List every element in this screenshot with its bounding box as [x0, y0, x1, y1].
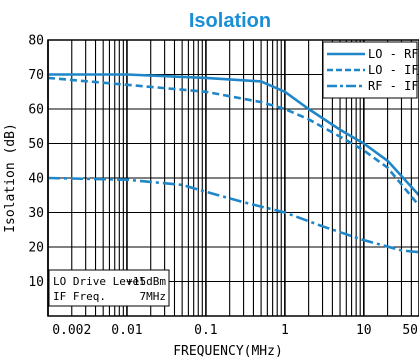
x-tick-label: 1 — [281, 323, 289, 338]
x-tick-label: 0.002 — [52, 323, 91, 338]
x-tick-label: 0.01 — [111, 323, 142, 338]
legend-items: LO - RF LO - IF RF - IF — [327, 47, 419, 93]
plot-frame — [47, 39, 419, 317]
x-tick-labels: 0.002 0.01 0.1 1 10 50 — [52, 323, 418, 338]
series-line-lo-if — [47, 76, 419, 207]
y-axis-label: Isolation (dB) — [3, 123, 18, 233]
note-line1-label: LO Drive Level — [53, 275, 146, 288]
drive-level-note: LO Drive Level +15dBm IF Freq. 7MHz — [48, 269, 170, 307]
series-line-lo-rf — [48, 73, 419, 197]
legend-label: RF - IF — [368, 79, 419, 93]
y-tick-label: 30 — [28, 206, 44, 221]
series-lines — [47, 73, 419, 254]
y-tick-label: 40 — [28, 172, 44, 187]
x-tick-label: 10 — [356, 323, 372, 338]
x-tick-label: 50 — [402, 323, 418, 338]
y-tick-labels: 10 20 30 40 50 60 70 80 — [28, 34, 44, 291]
note-box — [48, 269, 170, 307]
legend-label: LO - RF — [368, 47, 419, 61]
y-tick-label: 20 — [28, 241, 44, 256]
y-tick-label: 10 — [28, 275, 44, 290]
x-axis-label: FREQUENCY(MHz) — [173, 344, 283, 359]
note-line2-value: 7MHz — [140, 290, 167, 303]
y-tick-label: 80 — [28, 34, 44, 49]
legend-label: LO - IF — [368, 63, 419, 77]
y-tick-label: 50 — [28, 137, 44, 152]
note-line1-value: +15dBm — [126, 275, 166, 288]
note-line2-label: IF Freq. — [53, 290, 106, 303]
y-tick-label: 70 — [28, 68, 44, 83]
chart-title: Isolation — [189, 10, 271, 32]
x-tick-label: 0.1 — [194, 323, 217, 338]
legend: LO - RF LO - IF RF - IF — [322, 41, 419, 99]
y-tick-label: 60 — [28, 103, 44, 118]
